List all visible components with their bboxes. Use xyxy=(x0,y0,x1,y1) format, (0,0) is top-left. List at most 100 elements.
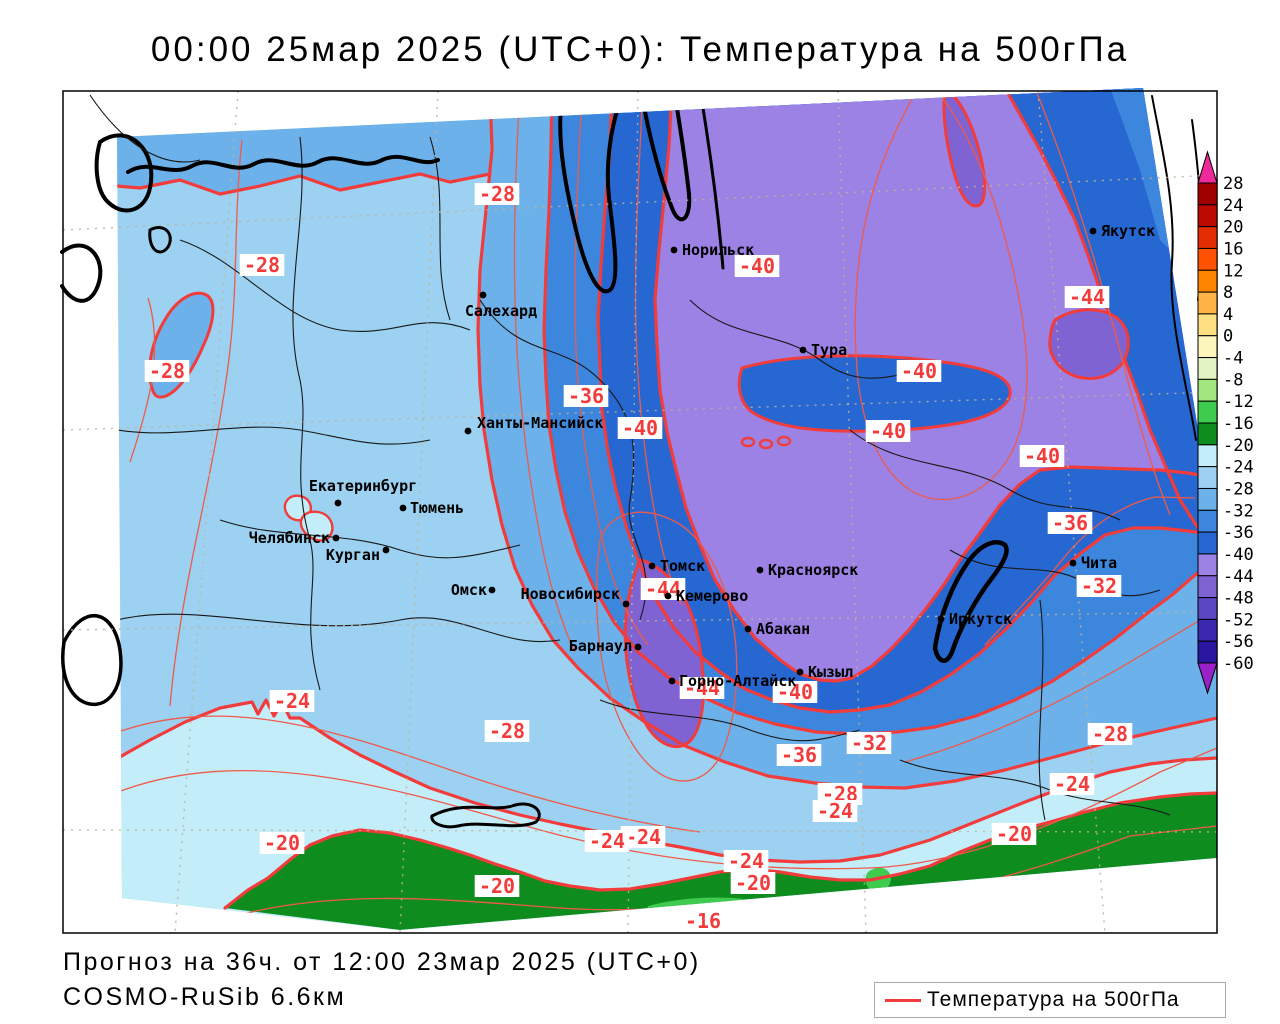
city-marker: Норильск xyxy=(670,241,754,259)
colorbar-tick-label: 4 xyxy=(1223,305,1233,325)
colorbar-tick-label: -8 xyxy=(1223,370,1243,390)
colorbar-cell xyxy=(1197,269,1218,293)
lake-baikal-outline xyxy=(932,540,1009,663)
city-label: Салехард xyxy=(465,302,537,320)
city-label: Ханты-Мансийск xyxy=(477,414,603,432)
svg-text:-20: -20 xyxy=(735,871,771,895)
city-markers: Норильск Салехард Тура Якутск Ханты-Мансийск… xyxy=(249,222,1155,690)
city-dot xyxy=(670,246,678,254)
contour-40 xyxy=(653,88,1217,683)
city-label: Якутск xyxy=(1101,222,1155,240)
city-marker: Челябинск xyxy=(249,529,340,547)
band-16-20-south xyxy=(225,793,1217,930)
contour-value-label: -20 xyxy=(474,874,520,898)
city-dot xyxy=(634,643,642,651)
svg-text:-20: -20 xyxy=(996,822,1032,846)
colorbar-tick-label: -12 xyxy=(1223,392,1254,412)
colorbar-cell xyxy=(1197,313,1218,337)
ob-estuary xyxy=(558,94,624,294)
colorbar-cell xyxy=(1197,378,1218,402)
city-label: Абакан xyxy=(756,620,810,638)
lake-outline xyxy=(430,802,541,829)
contour-value-label: -28 xyxy=(144,359,190,383)
colorbar-cell xyxy=(1197,509,1218,533)
contour-value-label: -36 xyxy=(1047,511,1093,535)
svg-text:-40: -40 xyxy=(901,359,937,383)
city-dot xyxy=(488,586,496,594)
city-dot xyxy=(799,346,807,354)
contour-value-label: -28 xyxy=(474,182,520,206)
colorbar-cell xyxy=(1197,247,1218,271)
colorbar-tick-label: -52 xyxy=(1223,610,1254,630)
contour-value-label: -24 xyxy=(620,825,666,849)
svg-text:-44: -44 xyxy=(684,676,720,700)
city-marker: Томск xyxy=(648,557,705,575)
pocket-48-yenisei xyxy=(942,90,987,208)
colorbar-cell xyxy=(1197,335,1218,359)
colorbar-cell xyxy=(1197,291,1218,315)
colorbar-cell xyxy=(1197,357,1218,380)
svg-text:-40: -40 xyxy=(1024,444,1060,468)
contour-32 xyxy=(542,88,1217,736)
city-dot xyxy=(937,615,945,623)
svg-text:-24: -24 xyxy=(589,829,625,853)
svg-text:-28: -28 xyxy=(489,719,525,743)
contour-value-label: -28 xyxy=(484,719,530,743)
contour-value-label: -20 xyxy=(259,831,305,855)
svg-text:-44: -44 xyxy=(645,577,681,601)
city-marker: Новосибирск xyxy=(521,585,630,608)
contour-speck xyxy=(776,435,792,447)
city-marker: Якутск xyxy=(1089,222,1155,240)
city-dot xyxy=(664,592,672,600)
colorbar-cell xyxy=(1197,618,1218,642)
colorbar-tick-label: -28 xyxy=(1223,479,1254,499)
colorbar-tick-label: -44 xyxy=(1223,567,1254,587)
city-dot xyxy=(622,600,630,608)
colorbar-tick-label: -24 xyxy=(1223,458,1254,478)
colorbar-cell xyxy=(1197,487,1218,511)
contour-value-label: -24 xyxy=(269,689,315,713)
city-label: Тюмень xyxy=(410,499,464,517)
contour-value-label: -44 xyxy=(640,577,686,601)
svg-text:-40: -40 xyxy=(777,680,813,704)
colorbar-arrow-bottom xyxy=(1197,662,1218,695)
svg-text:-36: -36 xyxy=(781,743,817,767)
svg-text:-28: -28 xyxy=(479,182,515,206)
contour-value-label: -40 xyxy=(896,359,942,383)
city-marker: Красноярск xyxy=(756,561,858,579)
contour-28 xyxy=(476,88,1217,790)
city-label: Иркутск xyxy=(949,610,1012,628)
band-top-strip xyxy=(117,119,490,194)
colorbar-cell xyxy=(1197,575,1218,599)
city-marker: Кемерово xyxy=(664,587,748,605)
city-marker: Курган xyxy=(326,546,390,564)
pocket-48-yakutia xyxy=(1048,308,1130,380)
colorbar-cell xyxy=(1197,466,1218,489)
temperature-colorbar: 2824201612840-4-8-12-16-20-24-28-32-36-4… xyxy=(1197,150,1254,695)
contour-value-label: -16 xyxy=(680,909,726,933)
svg-text:-24: -24 xyxy=(728,849,764,873)
contour-value-label: -40 xyxy=(1019,444,1065,468)
city-label: Тура xyxy=(811,341,847,359)
city-marker: Ханты-Мансийск xyxy=(464,414,603,435)
contour-value-label: -32 xyxy=(1076,574,1122,598)
forecast-info: Прогноз на 36ч. от 12:00 23мар 2025 (UTC… xyxy=(63,948,701,976)
colorbar-tick-label: 0 xyxy=(1223,327,1233,347)
contour-value-label: -32 xyxy=(846,731,892,755)
city-dot xyxy=(796,668,804,676)
colorbar-tick-label: 8 xyxy=(1223,283,1233,303)
city-dot xyxy=(1089,227,1097,235)
city-label: Челябинск xyxy=(249,529,330,547)
contour-value-label: -36 xyxy=(563,384,609,408)
city-marker: Барнаул xyxy=(569,637,642,655)
colorbar-tick-label: 28 xyxy=(1223,174,1243,194)
city-marker: Чита xyxy=(1069,554,1117,572)
contour-speck xyxy=(758,438,774,450)
svg-text:-24: -24 xyxy=(817,799,853,823)
city-dot xyxy=(744,625,752,633)
colorbar-cell xyxy=(1197,422,1218,446)
city-dot xyxy=(464,427,472,435)
svg-text:-28: -28 xyxy=(1092,722,1128,746)
model-name: COSMO-RuSib 6.6км xyxy=(63,983,347,1011)
city-dot xyxy=(382,546,390,554)
